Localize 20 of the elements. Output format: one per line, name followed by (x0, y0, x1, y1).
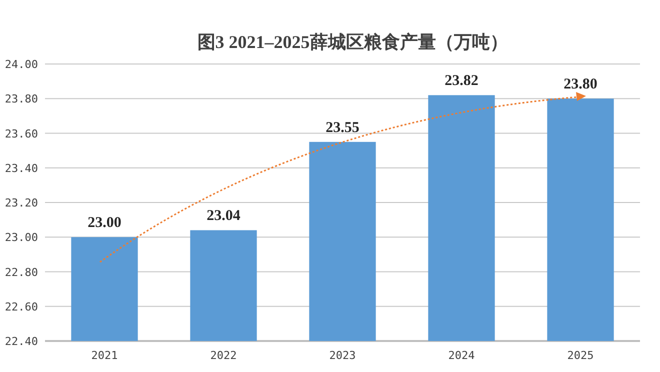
chart-title: 图3 2021–2025薛城区粮食产量（万吨） (197, 32, 508, 52)
x-tick-label: 2024 (448, 349, 476, 362)
data-label: 23.80 (564, 76, 598, 93)
x-tick-label: 2025 (567, 349, 594, 362)
y-tick-label: 23.40 (4, 162, 38, 175)
data-label: 23.82 (444, 73, 478, 90)
y-tick-label: 23.60 (4, 127, 38, 140)
data-label: 23.55 (326, 120, 360, 136)
y-tick-label: 22.80 (4, 266, 38, 279)
y-tick-label: 24.00 (4, 58, 38, 71)
x-tick-label: 2022 (210, 349, 237, 362)
y-tick-label: 22.60 (4, 300, 38, 314)
x-tick-label: 2021 (91, 349, 118, 362)
x-tick-label: 2023 (329, 349, 356, 362)
y-tick-label: 23.00 (4, 231, 38, 244)
data-label: 23.00 (88, 215, 122, 232)
y-tick-label: 23.80 (4, 92, 38, 106)
data-label: 23.04 (206, 208, 241, 224)
y-tick-label: 22.40 (4, 335, 38, 348)
y-tick-label: 23.20 (4, 196, 38, 210)
